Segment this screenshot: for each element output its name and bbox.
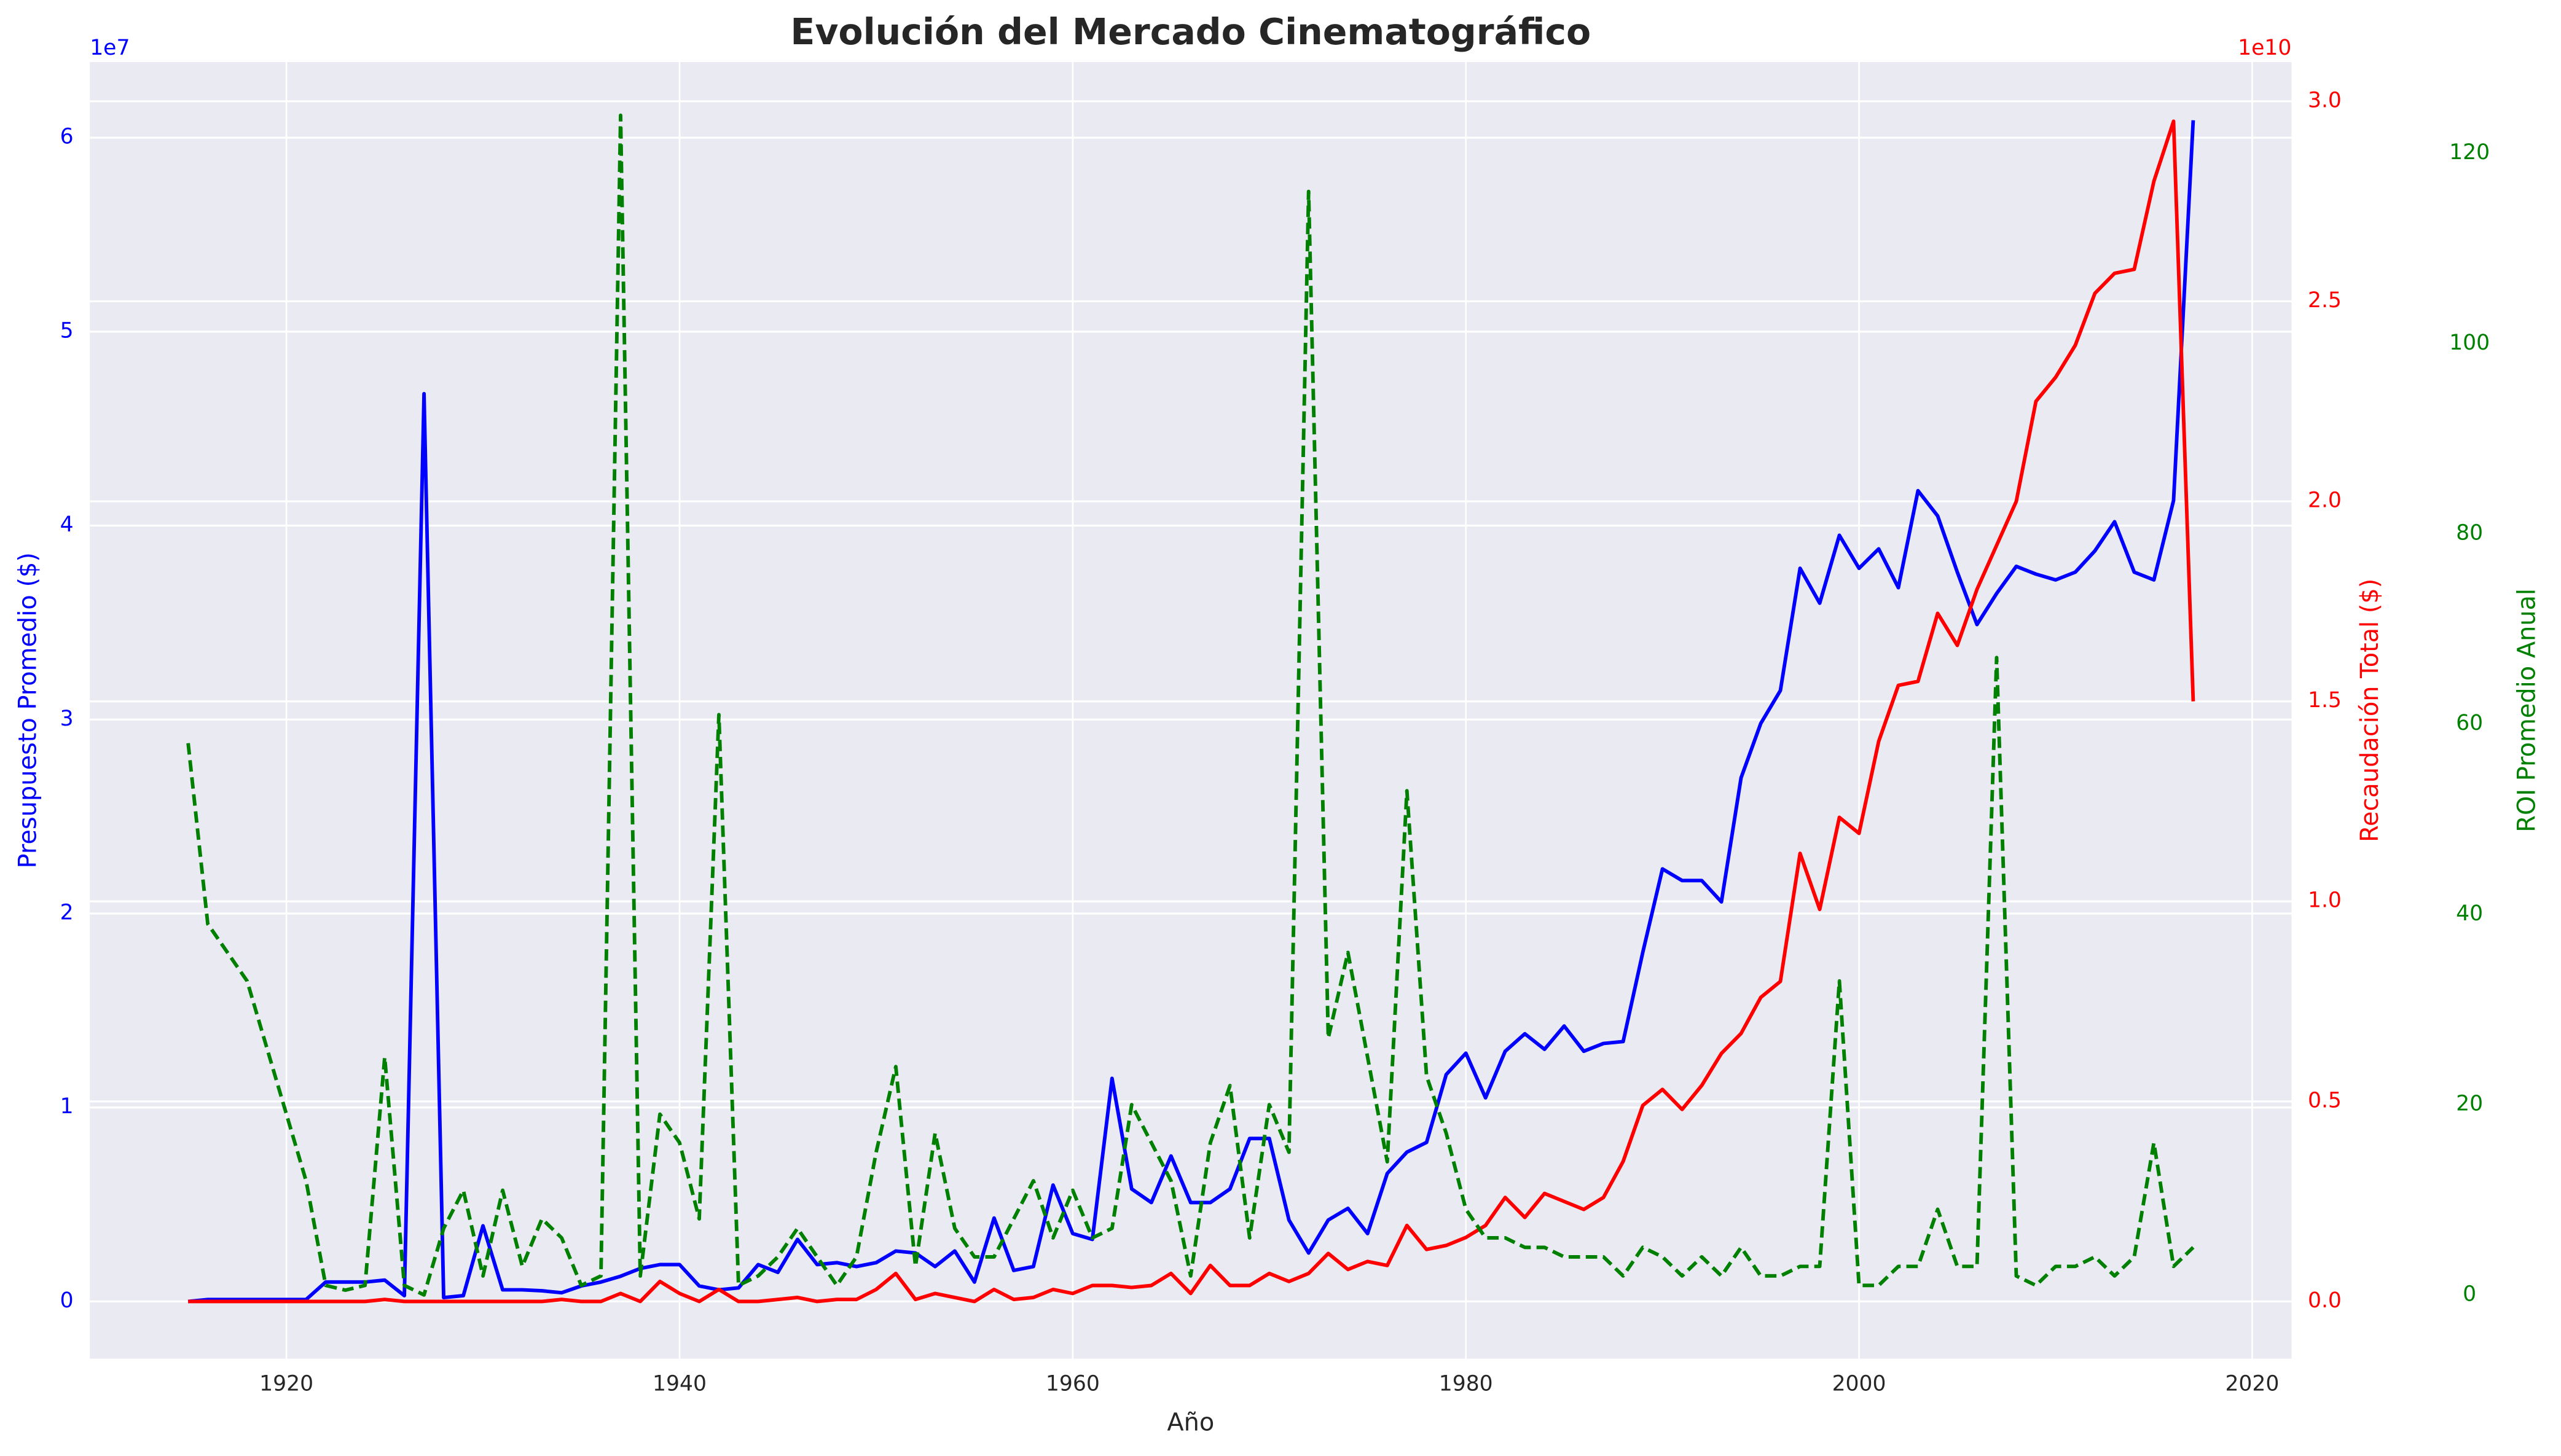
- x-tick-label: 2000: [1832, 1372, 1886, 1396]
- x-tick-label: 1980: [1439, 1372, 1493, 1396]
- y3-tick-label: 60: [2456, 711, 2483, 735]
- x-axis-label: Año: [1167, 1408, 1214, 1436]
- y3-tick-label: 120: [2449, 140, 2490, 165]
- y-tick-label: 0: [60, 1288, 74, 1313]
- y-tick-label: 5: [60, 318, 74, 343]
- data-line: [188, 119, 2195, 1304]
- y2-axis-label: Recaudación Total ($): [2356, 579, 2384, 842]
- y2-tick-label: 2.0: [2308, 488, 2342, 513]
- y2-tick-label: 1.0: [2308, 888, 2342, 913]
- chart-title: Evolución del Mercado Cinematográfico: [790, 11, 1591, 53]
- x-tick-label: 2020: [2225, 1372, 2279, 1396]
- y-tick-label: 6: [60, 125, 74, 149]
- x-tick-label: 1940: [653, 1372, 707, 1396]
- y2-tick-label: 0.0: [2308, 1288, 2342, 1313]
- y-tick-label: 4: [60, 512, 74, 537]
- plot-background: [90, 62, 2292, 1359]
- y2-tick-label: 2.5: [2308, 288, 2342, 313]
- y-tick-label: 3: [60, 706, 74, 731]
- y-tick-label: 2: [60, 901, 74, 925]
- y3-tick-label: 20: [2456, 1092, 2483, 1116]
- y3-tick-label: 40: [2456, 901, 2483, 926]
- y3-axis-label: ROI Promedio Anual: [2512, 589, 2541, 832]
- y2-tick-label: 1.5: [2308, 688, 2342, 713]
- data-line: [186, 113, 2195, 1297]
- y3-tick-label: 80: [2456, 521, 2483, 546]
- y3-tick-label: 100: [2449, 331, 2490, 355]
- data-line: [187, 120, 2195, 1304]
- x-tick-label: 1960: [1046, 1372, 1100, 1396]
- y2-tick-label: 0.5: [2308, 1088, 2342, 1113]
- x-tick-label: 1920: [259, 1372, 313, 1396]
- y-axis-label: Presupuesto Promedio ($): [14, 552, 42, 868]
- y3-tick-label: 0: [2463, 1282, 2476, 1306]
- y-offset-label: 1e7: [90, 36, 130, 60]
- y2-tick-label: 3.0: [2308, 88, 2342, 112]
- y2-offset-label: 1e10: [2238, 36, 2291, 60]
- y-tick-label: 1: [60, 1094, 74, 1119]
